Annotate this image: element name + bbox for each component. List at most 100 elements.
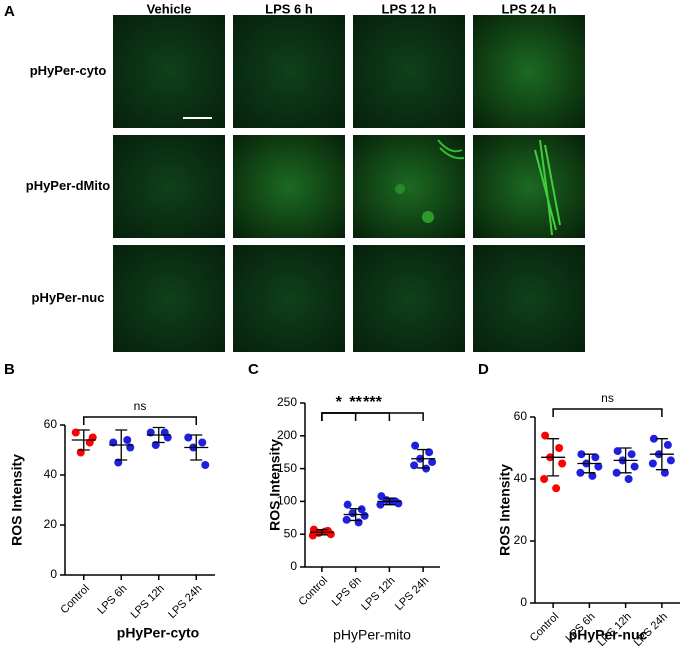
data-point	[411, 441, 420, 450]
data-point	[308, 531, 317, 540]
data-point	[576, 468, 585, 477]
data-point	[201, 461, 210, 469]
y-tick-label: 100	[277, 494, 297, 508]
data-point	[540, 475, 549, 483]
y-axis-title: ROS Intensity	[9, 454, 25, 546]
x-tick-label: Control	[58, 583, 92, 617]
x-axis-title: pHyPer-nuc	[569, 627, 648, 643]
y-tick-label: 50	[284, 526, 298, 540]
data-point	[624, 475, 633, 483]
x-tick-label: LPS 24h	[166, 583, 204, 621]
data-point	[666, 456, 675, 465]
data-point	[422, 464, 431, 473]
y-tick-label: 0	[520, 595, 527, 609]
cell-structure	[395, 184, 405, 194]
data-point	[552, 484, 561, 493]
y-tick-label: 150	[277, 461, 297, 475]
y-tick-label: 200	[277, 428, 297, 442]
significance-bracket	[552, 408, 663, 417]
data-point	[376, 500, 385, 509]
significance-label: ns	[134, 399, 147, 413]
data-point	[123, 436, 132, 444]
cell-structure	[437, 139, 465, 160]
micrograph	[113, 245, 225, 352]
data-point	[648, 459, 657, 468]
error-bar	[115, 429, 128, 461]
data-point	[649, 434, 658, 443]
error-bar	[77, 429, 90, 451]
significance-label: *	[336, 394, 343, 411]
significance-label: **	[349, 394, 362, 411]
micrograph	[353, 245, 465, 352]
data-point	[198, 438, 207, 447]
significance-label: ***	[363, 394, 382, 411]
data-point	[588, 471, 597, 480]
significance-bracket	[321, 412, 424, 421]
x-axis-title: pHyPer-mito	[333, 627, 411, 643]
data-point	[627, 450, 636, 459]
data-point	[428, 458, 437, 467]
y-tick-label: 40	[514, 471, 528, 485]
error-bar	[619, 447, 632, 474]
data-point	[612, 468, 621, 477]
y-tick-label: 20	[44, 517, 58, 531]
cell-structure	[534, 139, 561, 236]
data-point	[348, 509, 357, 518]
row-label: pHyPer-nuc	[32, 290, 105, 305]
significance-bracket	[321, 412, 357, 421]
y-axis-title: ROS Intensity	[267, 439, 283, 531]
error-bar	[417, 448, 430, 469]
micrograph	[113, 135, 225, 238]
data-point	[577, 450, 586, 459]
x-tick-label: Control	[296, 575, 330, 609]
data-point	[541, 431, 550, 440]
panel-a: A Vehicle LPS 6 h LPS 12 h LPS 24 h pHyPer-cy…	[4, 1, 585, 352]
column-label: LPS 6 h	[265, 1, 313, 16]
column-label: Vehicle	[147, 1, 192, 16]
data-point	[594, 462, 603, 471]
panel-letter: C	[248, 361, 259, 378]
data-point	[591, 453, 600, 462]
micrograph	[233, 245, 345, 352]
y-tick-label: 250	[277, 395, 297, 409]
x-tick-label: LPS 6h	[330, 575, 364, 609]
data-point	[663, 440, 672, 449]
error-bar	[315, 528, 328, 536]
error-bar	[547, 438, 560, 477]
x-tick-label: Control	[528, 611, 562, 645]
x-axis-title: pHyPer-cyto	[117, 625, 199, 641]
panel-letter: A	[4, 3, 15, 20]
data-point	[613, 447, 622, 456]
panel-letter: B	[4, 361, 15, 378]
error-bar	[383, 497, 396, 506]
x-tick-label: LPS 12h	[359, 575, 397, 613]
row-label: pHyPer-dMito	[26, 178, 111, 193]
micrograph	[113, 15, 225, 128]
significance-bracket	[83, 416, 197, 425]
error-bar	[152, 426, 165, 444]
cell-structure	[422, 211, 434, 223]
x-tick-label: LPS 24h	[393, 575, 431, 613]
micrograph	[233, 15, 345, 128]
y-tick-label: 0	[290, 559, 297, 573]
x-tick-label: LPS 12h	[129, 583, 167, 621]
x-tick-label: LPS 6h	[95, 583, 129, 617]
data-point	[357, 505, 366, 514]
micrograph	[233, 135, 345, 238]
error-bar	[583, 453, 596, 474]
column-label: LPS 24 h	[502, 1, 557, 16]
column-label: LPS 12 h	[382, 1, 437, 16]
micrograph	[353, 15, 465, 128]
row-label: pHyPer-cyto	[30, 63, 107, 78]
data-point	[342, 515, 351, 524]
data-point	[360, 511, 369, 520]
data-point	[660, 468, 669, 477]
y-tick-label: 40	[44, 467, 58, 481]
data-point	[630, 462, 639, 471]
data-point	[555, 444, 564, 452]
data-point	[558, 459, 567, 468]
panel-letter: D	[478, 361, 489, 378]
error-bar	[190, 434, 203, 461]
data-point	[343, 500, 352, 509]
